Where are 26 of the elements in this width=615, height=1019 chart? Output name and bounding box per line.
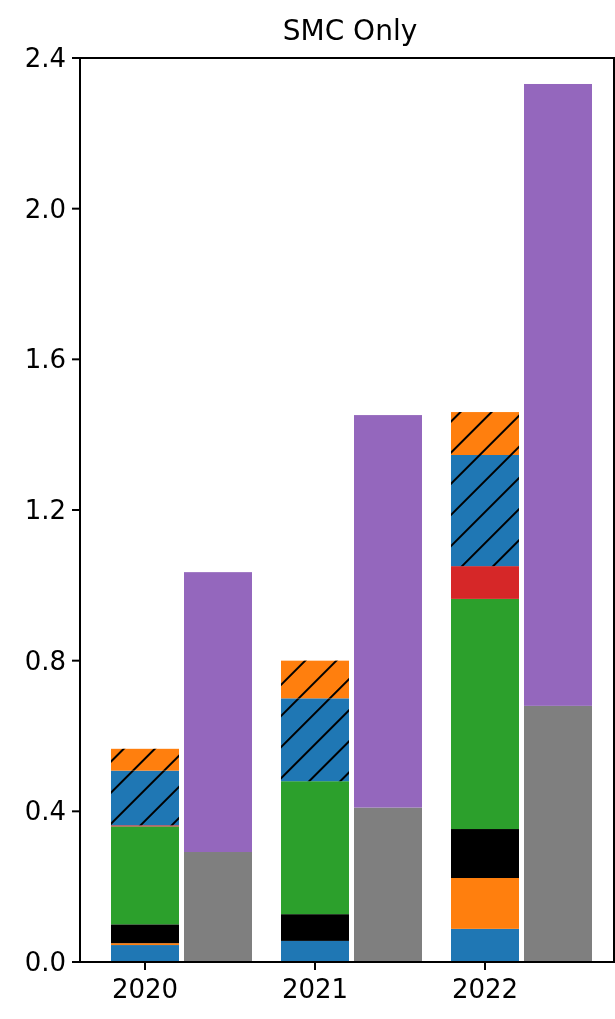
y-tick-label: 0.0 bbox=[24, 947, 66, 978]
y-tick-label: 2.4 bbox=[24, 43, 66, 74]
y-tick-label: 0.8 bbox=[24, 645, 66, 676]
bar bbox=[451, 598, 519, 830]
bar bbox=[451, 829, 519, 878]
bar bbox=[451, 566, 519, 599]
bar bbox=[184, 852, 252, 962]
y-tick-label: 1.6 bbox=[24, 344, 66, 375]
bar bbox=[354, 415, 422, 808]
bar bbox=[111, 945, 179, 962]
y-tick-label: 1.2 bbox=[24, 495, 66, 526]
x-tick-label: 2022 bbox=[451, 974, 519, 1004]
bar bbox=[451, 878, 519, 929]
y-tick-label: 2.0 bbox=[24, 193, 66, 224]
x-tick-label: 2021 bbox=[281, 974, 349, 1004]
bar bbox=[111, 924, 179, 944]
bar bbox=[184, 572, 252, 853]
bar bbox=[524, 83, 592, 706]
bar bbox=[451, 928, 519, 962]
bar bbox=[281, 914, 349, 941]
bar bbox=[354, 807, 422, 962]
x-tick-label: 2020 bbox=[111, 974, 179, 1004]
bar bbox=[281, 940, 349, 962]
chart-title: SMC Only bbox=[282, 14, 418, 47]
bar bbox=[524, 705, 592, 962]
y-tick-label: 0.4 bbox=[24, 796, 66, 827]
